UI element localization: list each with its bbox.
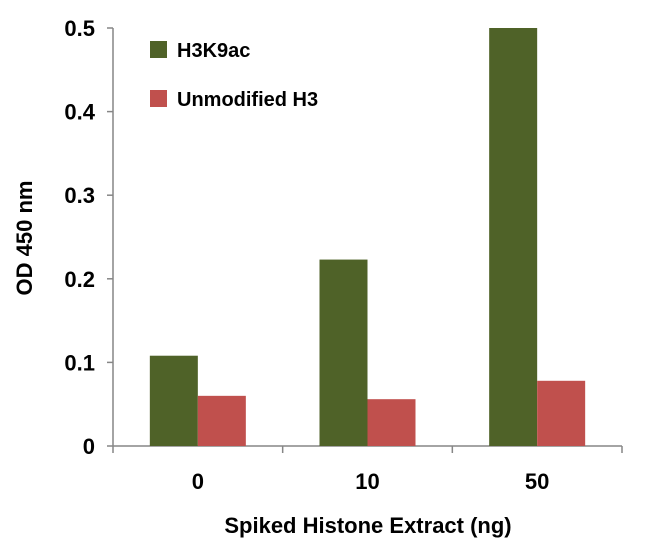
bar-unmodified-h3-50 — [537, 380, 586, 446]
legend-label: H3K9ac — [177, 40, 250, 62]
y-axis: 0 0.1 0.2 0.3 0.4 0.5 — [64, 16, 114, 459]
y-tick-label: 0.2 — [64, 267, 95, 292]
bar-h3k9ac-50 — [489, 28, 538, 446]
legend: H3K9ac Unmodified H3 — [150, 40, 318, 111]
x-tick-label: 50 — [525, 469, 549, 494]
y-tick-label: 0 — [83, 434, 95, 459]
legend-swatch — [150, 90, 167, 107]
y-tick-label: 0.4 — [64, 100, 95, 125]
bar-unmodified-h3-10 — [367, 399, 416, 446]
bar-h3k9ac-0 — [149, 355, 198, 446]
legend-swatch — [150, 41, 167, 58]
bars — [149, 28, 586, 446]
y-axis-title: OD 450 nm — [12, 181, 37, 296]
bar-unmodified-h3-0 — [197, 395, 246, 446]
y-tick-label: 0.3 — [64, 183, 95, 208]
y-tick-label: 0.1 — [64, 350, 95, 375]
x-tick-label: 10 — [355, 469, 379, 494]
x-axis: 0 10 50 — [112, 445, 623, 494]
y-tick-label: 0.5 — [64, 16, 95, 41]
x-axis-title: Spiked Histone Extract (ng) — [224, 513, 511, 538]
x-tick-label: 0 — [192, 469, 204, 494]
legend-label: Unmodified H3 — [177, 89, 318, 111]
bar-h3k9ac-10 — [319, 259, 368, 446]
